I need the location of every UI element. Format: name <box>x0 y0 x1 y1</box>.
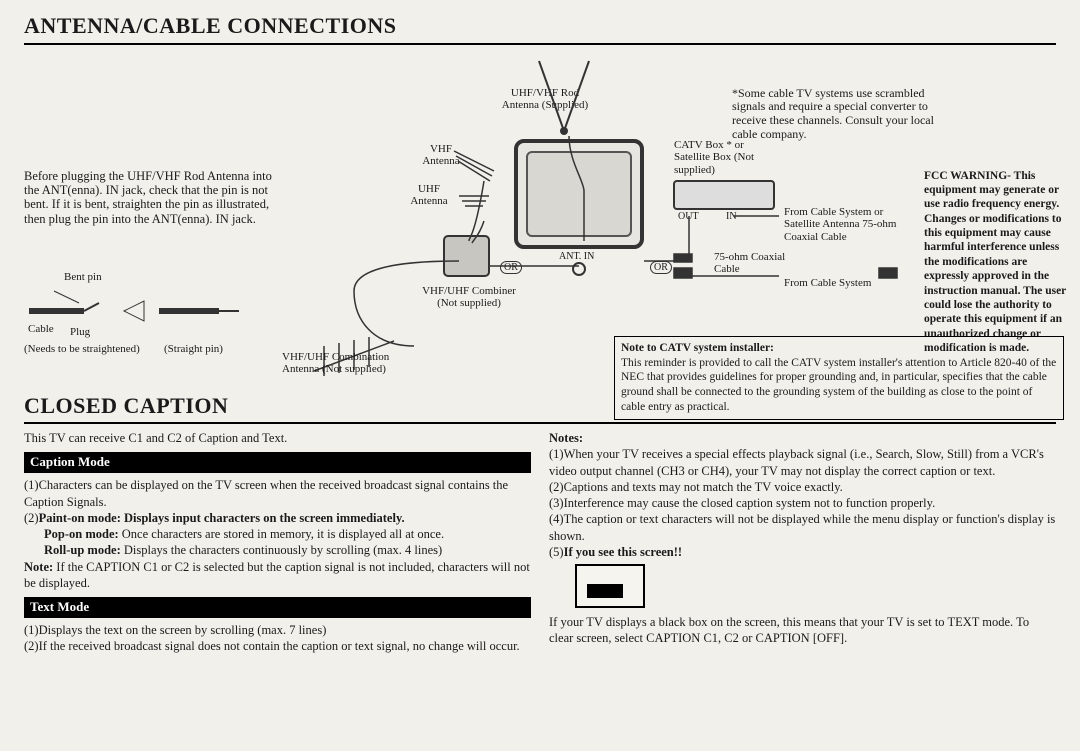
cc-intro: This TV can receive C1 and C2 of Caption… <box>24 430 531 446</box>
catv-box-label: CATV Box * or Satellite Box (Not supplie… <box>674 139 769 177</box>
cc-left-col: This TV can receive C1 and C2 of Caption… <box>24 430 531 654</box>
wiring-center <box>294 121 694 351</box>
notes-item-1: When your TV receives a special effects … <box>549 447 1044 477</box>
black-box-screen-icon <box>575 564 645 608</box>
notes-title: Notes: <box>549 430 1056 446</box>
notes-item-3: Interference may cause the closed captio… <box>564 496 936 510</box>
cable-label: Cable <box>28 323 54 336</box>
caption-item-4a: Roll-up mode: <box>44 543 121 557</box>
caption-item-1: Characters can be displayed on the TV sc… <box>24 478 508 508</box>
caption-item-3: Once characters are stored in memory, it… <box>122 527 444 541</box>
combo-antenna-label: VHF/UHF Combination Antenna (Not supplie… <box>282 351 392 376</box>
notes-item-2: Captions and texts may not match the TV … <box>564 480 843 494</box>
antenna-heading: ANTENNA/CABLE CONNECTIONS <box>24 12 1056 45</box>
scramble-note: *Some cable TV systems use scrambled sig… <box>732 87 952 142</box>
intro-text: Before plugging the UHF/VHF Rod Antenna … <box>24 169 284 227</box>
straight-pin-label: (Straight pin) <box>164 343 223 356</box>
caption-item-2: Paint-on mode: Displays input characters… <box>39 511 405 525</box>
text-mode-bar: Text Mode <box>24 597 531 618</box>
text-item-2: If the received broadcast signal does no… <box>39 639 520 653</box>
screen-note: If your TV displays a black box on the s… <box>549 614 1056 647</box>
cc-right-col: Notes: (1)When your TV receives a specia… <box>549 430 1056 654</box>
fcc-warning: FCC WARNING- This equipment may generate… <box>924 169 1069 356</box>
caption-note: Note: Note: If the CAPTION C1 or C2 is s… <box>24 559 531 592</box>
text-list: (1)Displays the text on the screen by sc… <box>24 622 531 655</box>
text-item-1: Displays the text on the screen by scrol… <box>39 623 327 637</box>
notes-item-4: The caption or text characters will not … <box>549 512 1055 542</box>
notes-list: (1)When your TV receives a special effec… <box>549 446 1056 560</box>
caption-mode-bar: Caption Mode <box>24 452 531 473</box>
caption-item-3a: Pop-on mode: <box>44 527 119 541</box>
catv-note-title: Note to CATV system installer: <box>621 342 774 354</box>
caption-item-4: Displays the characters continuously by … <box>124 543 442 557</box>
caption-list: (1)Characters can be displayed on the TV… <box>24 477 531 558</box>
bent-pin-label: Bent pin <box>64 271 102 284</box>
cc-columns: This TV can receive C1 and C2 of Caption… <box>24 430 1056 654</box>
notes-item-5: If you see this screen!! <box>564 545 683 559</box>
plug-label: Plug <box>70 326 90 339</box>
needs-straight-label: (Needs to be straightened) <box>24 343 140 356</box>
antenna-diagram: Before plugging the UHF/VHF Rod Antenna … <box>24 51 1056 386</box>
wiring-right <box>644 206 924 296</box>
catv-note-box: Note to CATV system installer: This remi… <box>614 336 1064 421</box>
catv-note-body: This reminder is provided to call the CA… <box>621 357 1056 414</box>
